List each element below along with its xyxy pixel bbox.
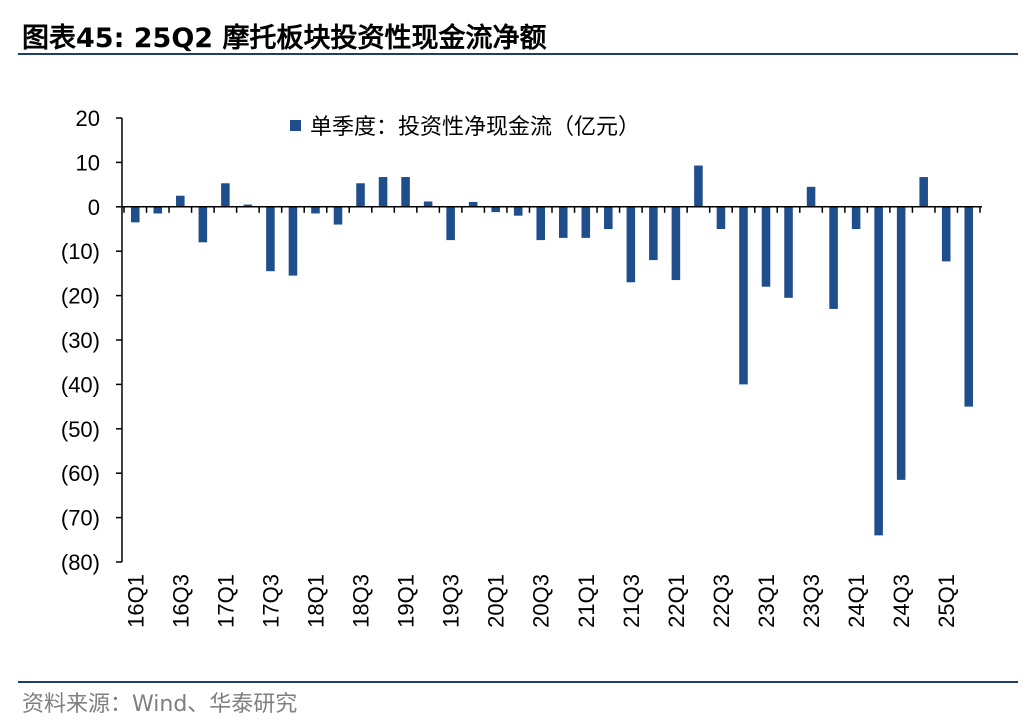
source-note: 资料来源：Wind、华泰研究 xyxy=(22,692,298,717)
x-tick-label: 25Q1 xyxy=(934,574,959,628)
x-tick-label: 16Q3 xyxy=(168,574,193,628)
bar-24Q3 xyxy=(896,206,906,480)
bar-16Q3 xyxy=(176,195,185,207)
bar-19Q2 xyxy=(423,201,433,207)
bar-20Q2 xyxy=(513,206,523,216)
bar-19Q3 xyxy=(446,206,455,241)
bar-16Q2 xyxy=(153,206,163,214)
bar-17Q3 xyxy=(266,206,275,272)
y-tick-label: (70) xyxy=(61,506,100,531)
bar-23Q1 xyxy=(761,206,771,287)
bar-22Q2 xyxy=(694,165,703,207)
bar-25Q1 xyxy=(941,206,951,262)
y-tick-label: (20) xyxy=(61,284,100,309)
bar-22Q3 xyxy=(716,206,726,229)
bar-23Q2 xyxy=(784,206,793,298)
x-tick-label: 18Q3 xyxy=(349,574,374,628)
legend-label: 单季度：投资性净现金流（亿元） xyxy=(310,114,640,139)
legend-swatch xyxy=(290,120,301,131)
chart-container: 20 10 0 (10) (20) (30) (40) (50) (60) (70) (80) 16Q… xyxy=(0,56,1036,676)
bar-19Q1 xyxy=(401,177,410,207)
x-tick-label: 21Q1 xyxy=(574,574,599,628)
bar-16Q4 xyxy=(198,206,208,243)
bar-17Q4 xyxy=(288,206,298,276)
y-tick-label: 0 xyxy=(88,195,100,220)
y-tick-label: (10) xyxy=(61,239,100,264)
bar-23Q4 xyxy=(829,206,838,309)
bar-22Q1 xyxy=(671,206,681,281)
bar-18Q2 xyxy=(333,206,343,225)
bar-23Q3 xyxy=(806,186,816,207)
bar-21Q3 xyxy=(626,206,636,283)
footer-divider xyxy=(18,681,1018,683)
y-tick-label: (30) xyxy=(61,328,100,353)
bar-19Q4 xyxy=(468,201,478,207)
x-tick-label: 22Q3 xyxy=(709,574,734,628)
y-tick-label: (80) xyxy=(61,550,100,575)
y-tick-label: 20 xyxy=(76,106,100,131)
x-tick-label: 17Q1 xyxy=(213,574,238,628)
bar-16Q1 xyxy=(130,206,140,223)
bar-18Q3 xyxy=(356,183,365,207)
x-tick-label: 19Q1 xyxy=(394,574,419,628)
x-tick-label: 21Q3 xyxy=(619,574,644,628)
bar-24Q2 xyxy=(874,206,883,536)
plot-area: 20 10 0 (10) (20) (30) (40) (50) (60) (70) (80) 16Q… xyxy=(61,106,982,628)
title-divider xyxy=(18,53,1018,55)
bar-17Q1 xyxy=(221,183,230,207)
x-tick-label: 20Q1 xyxy=(484,574,509,628)
x-tick-label: 20Q3 xyxy=(529,574,554,628)
bar-20Q4 xyxy=(558,206,568,238)
y-tick-label: (60) xyxy=(61,461,100,486)
bar-18Q1 xyxy=(311,206,320,214)
y-tick-label: (50) xyxy=(61,417,100,442)
bar-18Q4 xyxy=(378,177,388,207)
x-tick-label: 22Q1 xyxy=(664,574,689,628)
x-tick-label: 17Q3 xyxy=(258,574,283,628)
bar-24Q4 xyxy=(919,177,928,207)
bar-21Q4 xyxy=(649,206,658,261)
bar-22Q4 xyxy=(739,206,748,385)
bar-chart: 20 10 0 (10) (20) (30) (40) (50) (60) (70) (80) 16Q… xyxy=(61,106,982,628)
bar-20Q3 xyxy=(536,206,546,241)
y-tick-label: (40) xyxy=(61,372,100,397)
x-tick-label: 18Q1 xyxy=(303,574,328,628)
bar-21Q2 xyxy=(604,206,613,229)
x-tick-label: 23Q3 xyxy=(799,574,824,628)
bar-20Q1 xyxy=(491,206,500,213)
x-tick-label: 24Q1 xyxy=(844,574,869,628)
figure-title: 图表45: 25Q2 摩托板块投资性现金流净额 xyxy=(22,23,547,54)
bar-24Q1 xyxy=(851,206,861,229)
x-tick-label: 23Q1 xyxy=(754,574,779,628)
x-tick-label: 24Q3 xyxy=(889,574,914,628)
bar-17Q2 xyxy=(243,204,253,207)
figure-title-bar: 图表45: 25Q2 摩托板块投资性现金流净额 xyxy=(18,14,1018,54)
bar-21Q1 xyxy=(581,206,591,238)
bar-25Q2 xyxy=(964,206,974,407)
x-tick-label: 19Q3 xyxy=(439,574,464,628)
y-tick-label: 10 xyxy=(76,150,100,175)
x-tick-label: 16Q1 xyxy=(123,574,148,628)
